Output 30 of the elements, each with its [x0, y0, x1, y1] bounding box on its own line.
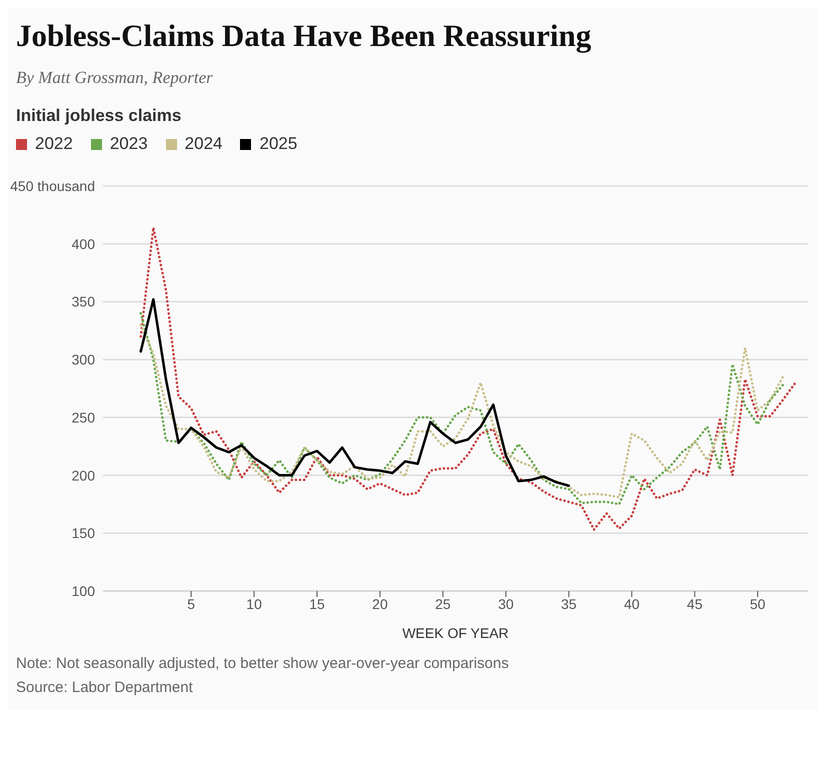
- x-tick-label: 30: [498, 596, 514, 612]
- x-tick-label: 15: [309, 596, 326, 612]
- chart-subtitle: By Matt Grossman, Reporter: [15, 67, 214, 88]
- y-tick-label: 350: [72, 294, 96, 310]
- line-series: [140, 298, 570, 487]
- x-tick-label: 20: [372, 596, 388, 612]
- chart-title: Jobless-Claims Data Have Been Reassuring: [15, 17, 592, 54]
- y-tick-label: 300: [72, 352, 96, 368]
- x-tick-label: 5: [187, 596, 196, 612]
- legend-label: 2025: [259, 134, 298, 154]
- y-tick-label: 150: [72, 525, 96, 542]
- y-axis-title: Initial jobless claims: [15, 105, 182, 126]
- x-axis-title: WEEK OF YEAR: [402, 625, 509, 641]
- x-tick-label: 10: [246, 596, 262, 612]
- y-tick-label: 200: [72, 467, 96, 484]
- text: Note: Not seasonally adjusted, to better show year-over-year comparisons: [16, 654, 510, 674]
- y-tick-label: 250: [72, 409, 96, 426]
- x-tick-label: 50: [750, 596, 766, 612]
- x-tick-label: 45: [686, 596, 703, 612]
- x-tick-label: 40: [624, 596, 640, 612]
- y-tick-label: 100: [72, 583, 96, 599]
- source-note: Source: Labor Department: [16, 678, 194, 698]
- line-series: [140, 226, 797, 531]
- y-tick-label: 450 thousand: [10, 178, 95, 194]
- x-tick-label: 35: [561, 596, 577, 612]
- legend-label: 2024: [184, 134, 222, 154]
- legend-label: 2023: [110, 134, 148, 154]
- x-tick-label: 25: [435, 596, 451, 612]
- legend-label: 2022: [35, 134, 73, 154]
- y-tick-label: 400: [72, 236, 96, 252]
